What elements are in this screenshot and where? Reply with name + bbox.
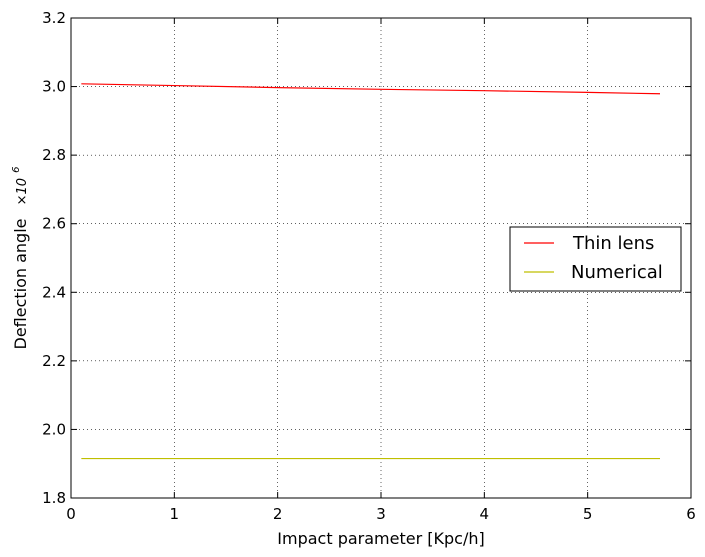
y-axis-title-group: Deflection angle ×10 6 xyxy=(11,166,30,349)
y-axis-multiplier: ×10 xyxy=(15,178,30,205)
y-tick-label: 3.2 xyxy=(42,9,66,27)
x-tick-label: 3 xyxy=(376,505,386,523)
x-tick-label: 2 xyxy=(273,505,283,523)
y-tick-label: 1.8 xyxy=(42,489,66,507)
ticks xyxy=(70,17,692,499)
legend-label-thin-lens: Thin lens xyxy=(572,233,654,254)
legend-label-numerical: Numerical xyxy=(571,262,663,283)
y-tick-label: 2.6 xyxy=(42,215,66,233)
y-tick-label: 3.0 xyxy=(42,78,66,96)
series-layer xyxy=(81,83,661,460)
y-axis-title: Deflection angle ×10 6 xyxy=(11,166,30,349)
x-axis-title: Impact parameter [Kpc/h] xyxy=(277,529,484,548)
y-axis-title-text: Deflection angle xyxy=(11,218,30,349)
x-tick-label: 5 xyxy=(583,505,593,523)
legend-box xyxy=(509,226,682,292)
x-tick-label: 6 xyxy=(686,505,696,523)
y-axis-exponent: 6 xyxy=(11,166,22,172)
y-tick-label: 2.4 xyxy=(42,283,66,301)
x-tick-label: 4 xyxy=(480,505,490,523)
y-tick-label: 2.0 xyxy=(42,420,66,438)
legend: Thin lens Numerical xyxy=(509,226,682,292)
y-tick-label: 2.2 xyxy=(42,352,66,370)
x-tick-label: 1 xyxy=(170,505,180,523)
tick-labels: 0 1 2 3 4 5 6 1.8 2.0 2.2 2.4 2.6 2.8 3.0 3.2 xyxy=(42,9,696,523)
x-tick-label: 0 xyxy=(66,505,76,523)
y-tick-label: 2.8 xyxy=(42,146,66,164)
series-line-thin-lens xyxy=(81,83,661,95)
